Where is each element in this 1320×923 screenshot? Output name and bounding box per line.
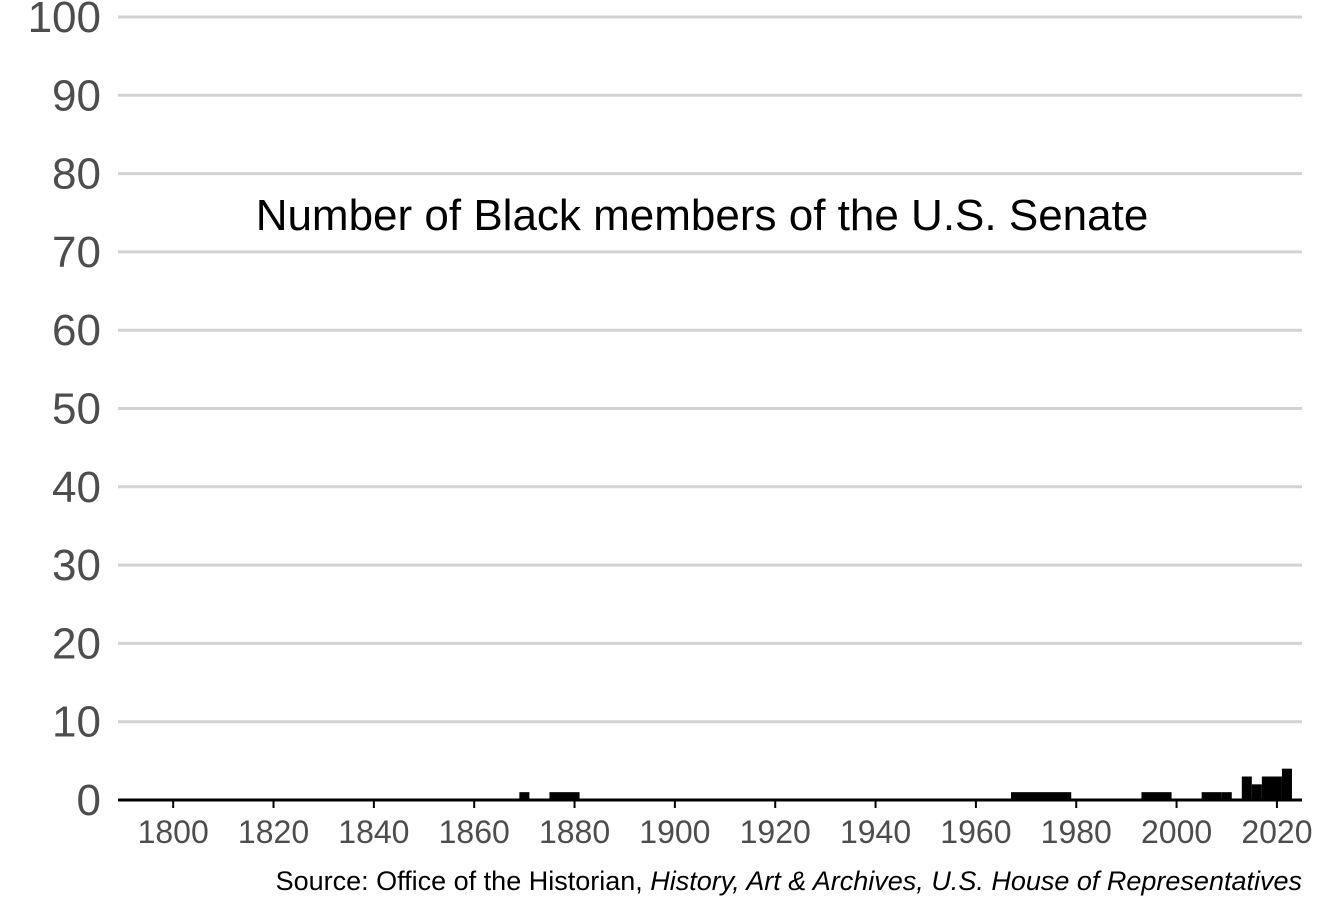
y-tick-label-100: 100 xyxy=(28,0,101,42)
x-tick-label-1940: 1940 xyxy=(840,814,911,850)
x-tick-label-1900: 1900 xyxy=(639,814,710,850)
bar-2015-2017 xyxy=(1251,784,1262,800)
bar-2005-2009 xyxy=(1201,792,1222,800)
y-tick-label-60: 60 xyxy=(52,306,101,355)
x-tick-label-1840: 1840 xyxy=(338,814,409,850)
x-tick-label-2020: 2020 xyxy=(1241,814,1312,850)
y-tick-label-20: 20 xyxy=(52,619,101,668)
bar-2009-2011 xyxy=(1221,792,1232,800)
y-tick-label-0: 0 xyxy=(77,776,101,825)
y-tick-label-50: 50 xyxy=(52,385,101,434)
x-tick-label-1800: 1800 xyxy=(138,814,209,850)
source-prefix: Source: Office of the Historian, xyxy=(275,866,651,896)
x-axis-ticks xyxy=(172,800,1278,808)
bar-1967-1979 xyxy=(1011,792,1072,800)
chart-title: Number of Black members of the U.S. Sena… xyxy=(256,191,1149,240)
y-tick-label-40: 40 xyxy=(52,463,101,512)
x-tick-label-1920: 1920 xyxy=(740,814,811,850)
bar-1993-1999 xyxy=(1141,792,1172,800)
y-tick-label-90: 90 xyxy=(52,71,101,120)
y-axis-tick-labels: 0 10 20 30 40 50 60 70 80 90 100 xyxy=(28,0,101,825)
source-note: Source: Office of the Historian, History… xyxy=(276,866,1302,897)
bar-1875-1881 xyxy=(549,792,580,800)
y-tick-label-70: 70 xyxy=(52,228,101,277)
y-tick-label-10: 10 xyxy=(52,698,101,747)
x-tick-label-2000: 2000 xyxy=(1141,814,1212,850)
x-tick-label-1960: 1960 xyxy=(940,814,1011,850)
bars xyxy=(519,768,1292,800)
bar-1869-1871 xyxy=(519,792,530,800)
bar-2021-2023 xyxy=(1281,768,1292,800)
source-publication: History, Art & Archives, U.S. House of R… xyxy=(650,866,1302,896)
gridlines xyxy=(118,15,1302,724)
x-tick-label-1820: 1820 xyxy=(238,814,309,850)
x-tick-label-1980: 1980 xyxy=(1041,814,1112,850)
bar-2017-2021 xyxy=(1261,776,1282,800)
y-tick-label-80: 80 xyxy=(52,150,101,199)
x-tick-label-1880: 1880 xyxy=(539,814,610,850)
x-tick-label-1860: 1860 xyxy=(439,814,510,850)
bar-2013-2015 xyxy=(1241,776,1252,800)
x-axis-tick-labels: 1800 1820 1840 1860 1880 1900 1920 1940 1960 1980… xyxy=(138,814,1313,850)
y-tick-label-30: 30 xyxy=(52,541,101,590)
